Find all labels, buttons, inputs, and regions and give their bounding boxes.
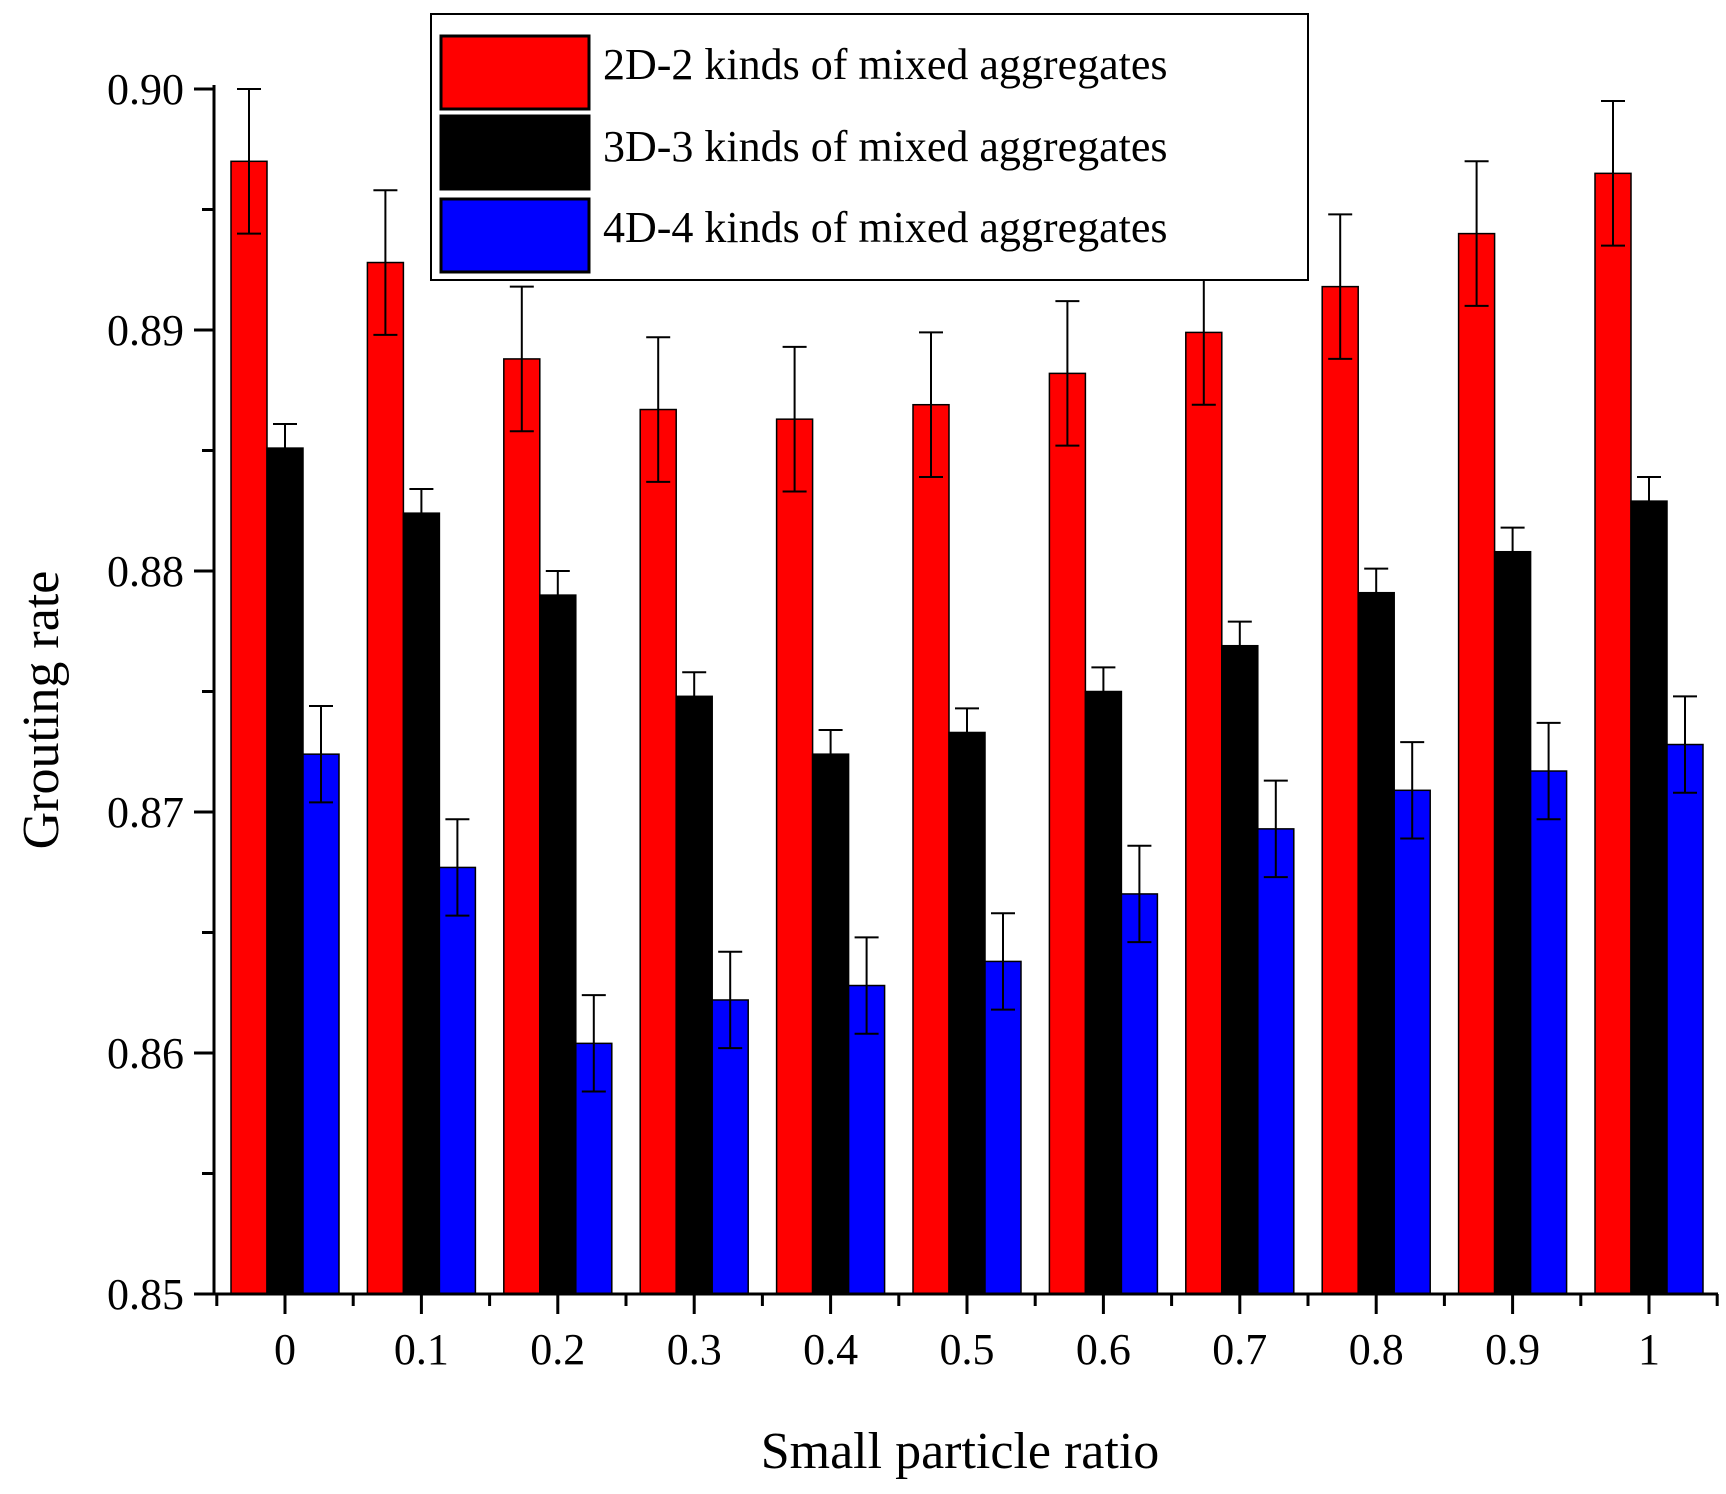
x-tick-label: 0.5: [940, 1325, 995, 1374]
x-tick-label: 0: [274, 1325, 296, 1374]
y-tick-label: 0.89: [107, 306, 184, 355]
bar-series2-cat-0.1: [402, 512, 441, 1295]
legend-label-4d: 4D-4 kinds of mixed aggregates: [603, 203, 1168, 252]
bar-series1-cat-0.9: [1457, 232, 1496, 1295]
bar-series3-cat-1: [1666, 743, 1704, 1295]
bar-series3-cat-0.4: [847, 984, 886, 1295]
error-bars-layer: [237, 88, 1697, 1093]
bar-series3-cat-0.1: [438, 866, 477, 1295]
bar-series1-cat-0.1: [366, 261, 405, 1295]
bar-series1-cat-0: [230, 160, 268, 1295]
x-tick-label: 0.3: [667, 1325, 722, 1374]
bar-series1-cat-0.8: [1321, 285, 1359, 1295]
bar-series2-cat-0.4: [811, 753, 850, 1295]
bar-series1-cat-0.7: [1185, 331, 1223, 1295]
y-tick-label: 0.90: [107, 65, 184, 114]
y-tick-label: 0.86: [107, 1029, 184, 1078]
legend: 2D-2 kinds of mixed aggregates 3D-3 kind…: [430, 13, 1309, 281]
y-tick-label: 0.87: [107, 788, 184, 837]
bar-series1-cat-0.5: [912, 403, 950, 1295]
legend-swatch-4d: [439, 197, 591, 274]
bar-series2-cat-0.9: [1493, 550, 1532, 1295]
bar-series3-cat-0: [302, 753, 340, 1295]
bar-series2-cat-0.8: [1357, 591, 1395, 1295]
bar-series3-cat-0.5: [984, 960, 1022, 1295]
bar-series3-cat-0.6: [1120, 893, 1159, 1295]
x-tick-label: 0.9: [1485, 1325, 1540, 1374]
bar-series2-cat-0.5: [948, 731, 986, 1295]
y-axis-title: Grouting rate: [13, 571, 70, 850]
bar-series3-cat-0.9: [1529, 770, 1568, 1295]
bar-series1-cat-0.6: [1048, 372, 1087, 1295]
bar-series1-cat-0.2: [503, 358, 541, 1295]
legend-swatch-2d: [439, 34, 591, 111]
legend-swatch-3d: [439, 114, 591, 191]
legend-label-2d: 2D-2 kinds of mixed aggregates: [603, 40, 1168, 89]
bars-layer: [230, 160, 1704, 1295]
x-axis-title: Small particle ratio: [761, 1423, 1160, 1480]
bar-series2-cat-0.7: [1221, 644, 1259, 1295]
x-tick-label: 0.6: [1076, 1325, 1131, 1374]
bar-series3-cat-0.7: [1257, 828, 1295, 1295]
bar-series1-cat-0.3: [639, 408, 677, 1295]
legend-label-3d: 3D-3 kinds of mixed aggregates: [603, 122, 1168, 171]
axes: [194, 85, 1719, 1314]
bar-series2-cat-0.2: [539, 594, 577, 1295]
bar-series3-cat-0.8: [1393, 789, 1431, 1295]
x-tick-label: 0.8: [1349, 1325, 1404, 1374]
bar-series2-cat-0: [266, 447, 304, 1295]
bar-series1-cat-1: [1594, 172, 1632, 1295]
x-tick-label: 0.4: [803, 1325, 858, 1374]
y-tick-label: 0.88: [107, 547, 184, 596]
bar-series1-cat-0.4: [775, 418, 814, 1295]
tick-labels: 0.85 0.86 0.87 0.88 0.89 0.90 0 0.1 0.2 0.3 0.4 0.5…: [107, 65, 1660, 1374]
y-tick-label: 0.85: [107, 1270, 184, 1319]
bar-series2-cat-0.6: [1084, 690, 1123, 1295]
x-tick-label: 0.1: [394, 1325, 449, 1374]
x-tick-label: 0.7: [1212, 1325, 1267, 1374]
x-tick-label: 0.2: [530, 1325, 585, 1374]
bar-series2-cat-1: [1630, 500, 1668, 1295]
x-tick-label: 1: [1638, 1325, 1660, 1374]
bar-series2-cat-0.3: [675, 695, 713, 1295]
